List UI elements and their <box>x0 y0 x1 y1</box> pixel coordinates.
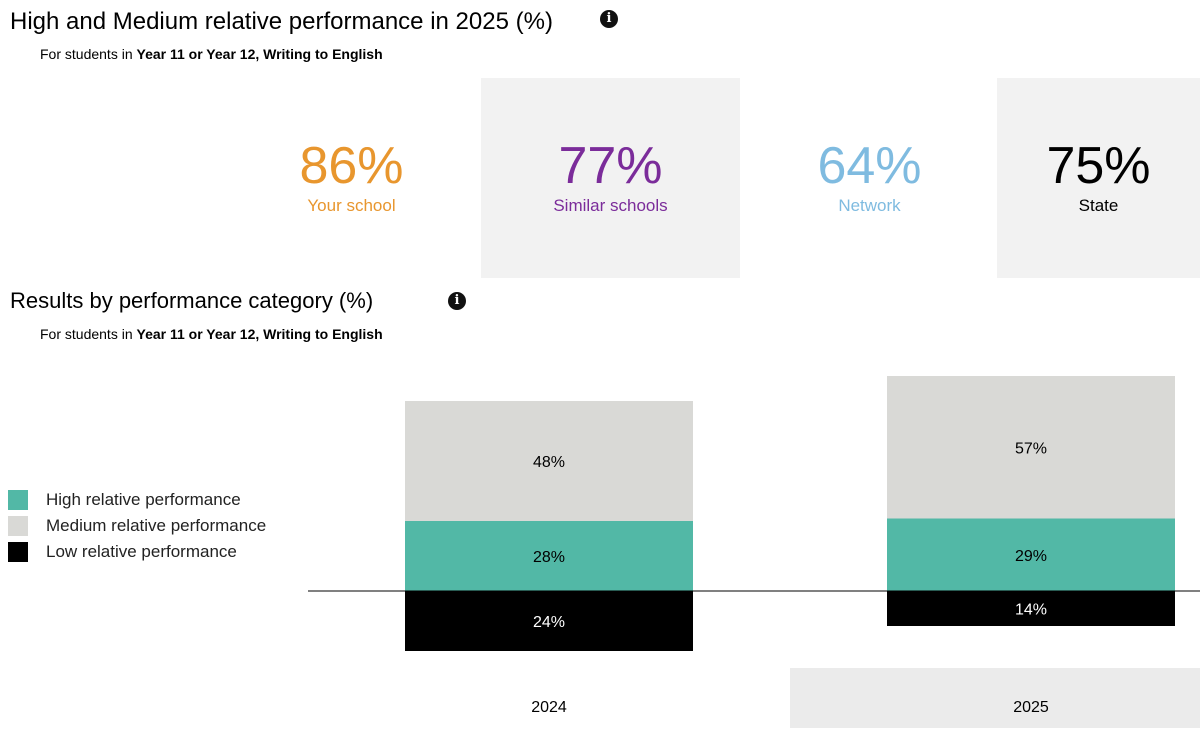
legend-label: Low relative performance <box>46 542 237 561</box>
x-tick-label: 2024 <box>531 699 567 716</box>
kpi-value: 75% <box>1046 137 1151 195</box>
legend-swatch <box>8 542 28 562</box>
legend-swatch <box>8 516 28 536</box>
kpi-card-state: 75% State <box>997 78 1200 278</box>
legend-label: Medium relative performance <box>46 516 267 535</box>
results-section-subtitle: For students in Year 11 or Year 12, Writ… <box>40 326 383 342</box>
bar-high-2025 <box>887 518 1175 591</box>
kpi-label: Your school <box>307 196 396 215</box>
data-label: 48% <box>533 454 565 471</box>
performance-category-chart: 28% 48% 24% 2024 29% 57% 14% 2025 <box>308 376 1200 728</box>
kpi-label: State <box>1078 196 1119 215</box>
kpi-section-title: High and Medium relative performance in … <box>10 8 553 35</box>
kpi-label: Network <box>838 196 901 215</box>
legend-label: High relative performance <box>46 490 241 509</box>
data-label: 57% <box>1015 440 1047 457</box>
x-tick-label: 2025 <box>1013 699 1049 716</box>
data-label: 14% <box>1015 602 1047 619</box>
bar-medium-2024 <box>405 401 693 521</box>
kpi-section-subtitle: For students in Year 11 or Year 12, Writ… <box>40 46 383 62</box>
kpi-card-network: 64% Network <box>740 78 999 278</box>
data-label: 24% <box>533 614 565 631</box>
legend-swatch <box>8 490 28 510</box>
kpi-value: 64% <box>817 137 922 195</box>
kpi-value: 77% <box>558 137 663 195</box>
kpi-card-your-school: 86% Your school <box>222 78 481 278</box>
data-label: 29% <box>1015 548 1047 565</box>
category-highlight-background <box>790 668 1200 728</box>
results-section-title: Results by performance category (%) <box>10 288 374 313</box>
bar-low-2025 <box>887 591 1175 626</box>
info-icon[interactable]: i <box>448 292 466 310</box>
bar-medium-2025 <box>887 376 1175 519</box>
data-label: 28% <box>533 549 565 566</box>
kpi-value: 86% <box>299 137 404 195</box>
kpi-label: Similar schools <box>553 196 668 215</box>
bar-high-2024 <box>405 521 693 591</box>
kpi-card-similar-schools: 77% Similar schools <box>481 78 740 278</box>
bar-low-2024 <box>405 591 693 651</box>
info-icon[interactable]: i <box>600 10 618 28</box>
